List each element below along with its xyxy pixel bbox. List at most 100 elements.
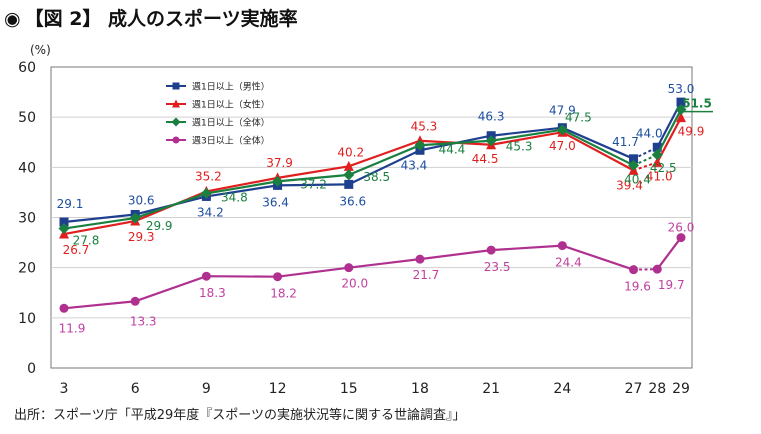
x-tick-label: 29 [672, 381, 690, 397]
chart-title: ◉ 【図 2】 成人のスポーツ実施率 [4, 4, 298, 34]
data-label: 29.3 [128, 230, 155, 244]
data-label: 44.5 [472, 152, 499, 166]
data-label: 19.7 [658, 278, 685, 292]
y-tick-label: 40 [18, 160, 36, 176]
data-point-square [59, 217, 69, 227]
series-line [656, 236, 682, 270]
data-label: 47.5 [565, 111, 592, 125]
series-3 [58, 104, 687, 235]
title-text: 【図 2】 成人のスポーツ実施率 [24, 8, 298, 30]
data-point-circle [629, 265, 639, 275]
data-point-circle [652, 264, 662, 274]
y-tick-label: 20 [18, 261, 36, 277]
data-label: 35.2 [195, 169, 222, 183]
data-point-circle [172, 136, 180, 144]
data-point-triangle [172, 99, 180, 108]
legend-label: 週3日以上（全体） [192, 135, 270, 147]
x-tick-label: 21 [482, 381, 500, 397]
data-point-triangle [343, 160, 354, 171]
data-point-circle [344, 263, 354, 273]
data-label: 29.9 [146, 219, 173, 233]
x-tick-label: 9 [202, 381, 211, 397]
data-point-diamond [414, 139, 426, 151]
x-tick-label: 6 [131, 381, 140, 397]
series-line-dashed [633, 161, 658, 172]
data-point-diamond [343, 169, 355, 181]
data-point-circle [557, 241, 567, 251]
x-tick-label: 3 [60, 381, 69, 397]
legend-label: 週1日以上（男性） [192, 81, 270, 93]
grid-lines [51, 116, 692, 319]
legend-item-3: 週1日以上（全体） [166, 117, 270, 129]
data-label: 40.4 [624, 172, 651, 186]
y-tick-label: 30 [18, 211, 36, 227]
data-label: 41.7 [612, 135, 639, 149]
source-note: 出所：スポーツ庁「平成29年度『スポーツの実施状況等に関する世論調査』」 [14, 408, 466, 423]
data-label: 24.4 [555, 256, 582, 270]
data-label: 34.2 [197, 205, 224, 219]
data-label: 38.5 [363, 170, 390, 184]
x-tick-label: 24 [553, 381, 571, 397]
data-point-circle [201, 271, 211, 281]
data-label: 49.9 [678, 125, 705, 139]
x-tick-label: 27 [625, 381, 643, 397]
data-label: 34.8 [221, 190, 248, 204]
data-label: 45.3 [411, 120, 438, 134]
legend-label: 週1日以上（女性） [192, 99, 270, 111]
data-label: 42.5 [650, 161, 677, 175]
data-label: 37.9 [266, 156, 293, 170]
data-labels: 29.1 30.6 34.2 36.4 36.6 43.4 46.3 47.9 41.744.0… [57, 82, 713, 335]
data-point-triangle [652, 156, 663, 167]
data-label: 26.7 [63, 243, 90, 257]
data-label: 30.6 [128, 193, 155, 207]
legend-item-4: 週3日以上（全体） [166, 135, 270, 147]
data-point-circle [59, 303, 69, 313]
legend: 週1日以上（男性） 週1日以上（女性） 週1日以上（全体） 週3日以上（全体） [166, 81, 270, 147]
data-label: 53.0 [668, 82, 695, 96]
title-bullet-icon: ◉ [4, 8, 21, 30]
legend-item-1: 週1日以上（男性） [166, 81, 270, 93]
data-point-diamond [58, 223, 70, 235]
data-point-diamond [272, 175, 284, 187]
data-label: 46.3 [478, 110, 505, 124]
data-point-diamond [129, 212, 141, 224]
data-label: 18.2 [270, 287, 297, 301]
data-point-square [172, 82, 180, 90]
data-point-circle [486, 245, 496, 255]
legend-item-2: 週1日以上（女性） [166, 99, 270, 111]
data-point-circle [676, 233, 686, 243]
data-label: 29.1 [57, 197, 84, 211]
y-tick-label: 0 [27, 361, 36, 377]
data-label: 47.0 [549, 139, 576, 153]
data-point-square [676, 97, 686, 107]
data-label: 41.0 [646, 169, 673, 183]
data-label: 45.3 [506, 140, 533, 154]
data-label: 36.6 [339, 194, 366, 208]
series-line [656, 109, 682, 156]
data-label: 47.9 [549, 104, 576, 118]
data-label: 13.3 [130, 314, 157, 328]
y-axis: (%) 0 10 20 30 40 50 60 [18, 43, 51, 377]
data-point-diamond [651, 149, 663, 161]
y-axis-unit: (%) [30, 43, 51, 57]
data-point-circle [415, 254, 425, 264]
data-label: 40.2 [337, 145, 364, 159]
series-line-dashed [633, 153, 658, 167]
data-point-square [629, 154, 639, 164]
data-label: 23.5 [484, 260, 511, 274]
series-line-dashed [633, 146, 658, 160]
data-label: 20.0 [341, 277, 368, 291]
data-label: 11.9 [59, 321, 86, 335]
data-label: 37.2 [300, 177, 327, 191]
y-tick-label: 50 [18, 110, 36, 126]
legend-label: 週1日以上（全体） [192, 117, 270, 129]
data-point-diamond [200, 187, 212, 199]
data-label: 44.4 [439, 142, 466, 156]
data-label: 19.6 [624, 280, 651, 294]
y-tick-label: 60 [18, 60, 36, 76]
data-point-triangle [676, 112, 686, 123]
series-line-dashed [633, 268, 658, 271]
data-label: 18.3 [199, 286, 226, 300]
data-point-square [344, 179, 354, 189]
